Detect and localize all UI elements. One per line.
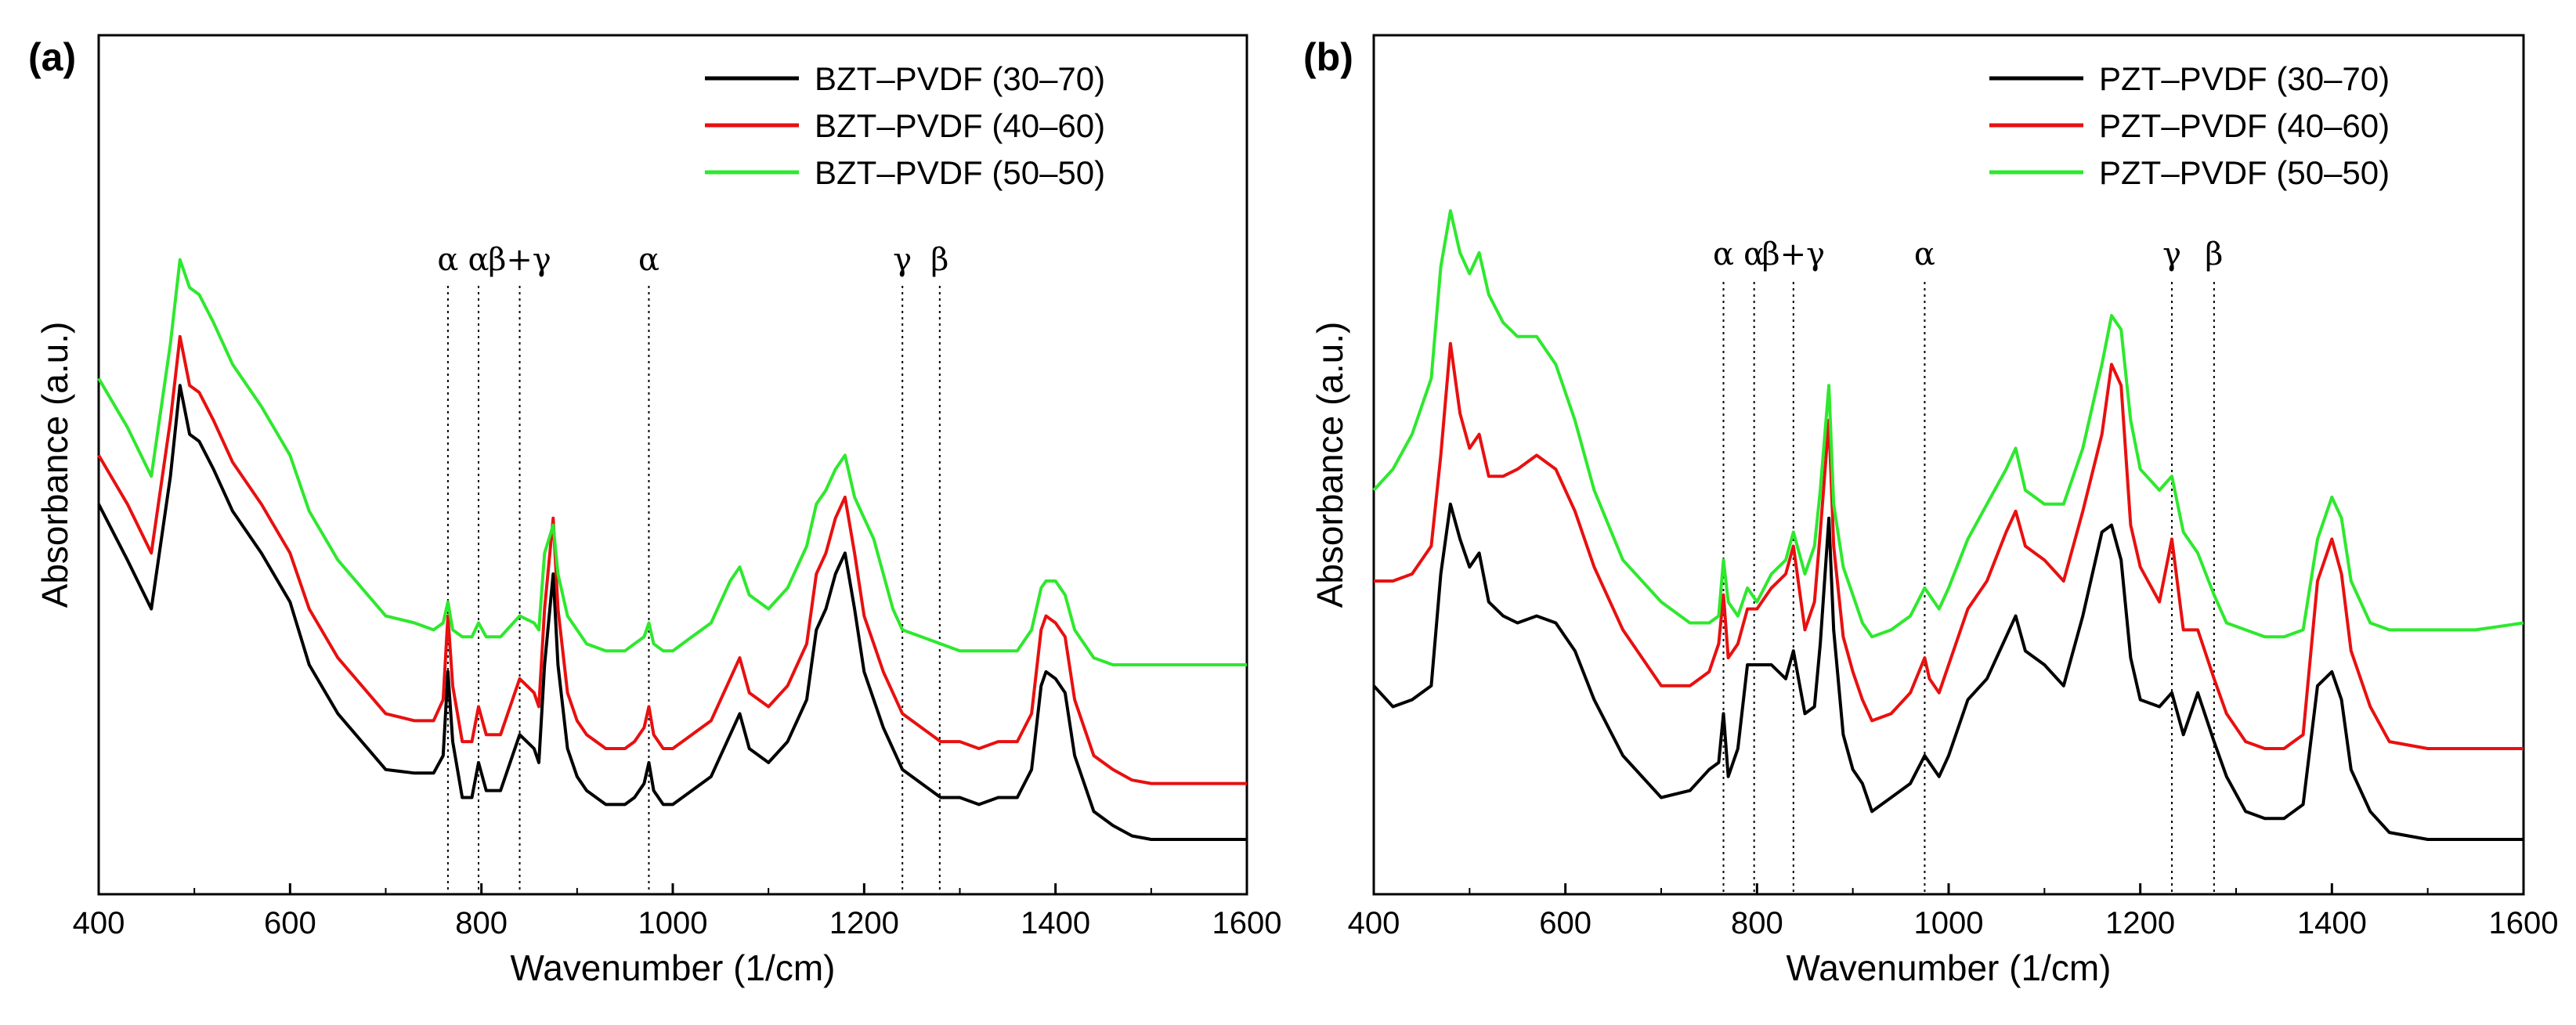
annotation-label: β <box>930 242 948 278</box>
annotation-label: α <box>638 242 659 278</box>
annotation-label: γ <box>893 242 912 278</box>
annotation-label: β <box>2205 236 2223 272</box>
annotation-label: α <box>1743 236 1765 272</box>
series-line-2 <box>1374 341 2524 750</box>
series-line-3 <box>1372 209 2524 639</box>
x-tick-label: 400 <box>1348 906 1400 940</box>
x-tick-label: 1600 <box>2489 906 2559 940</box>
x-tick-label: 400 <box>73 906 125 940</box>
x-tick-label: 1600 <box>1212 906 1282 940</box>
x-tick-label: 600 <box>264 906 316 940</box>
annotation-label: γ <box>2162 236 2181 272</box>
y-axis-title: Absorbance (a.u.) <box>1310 322 1350 608</box>
annotation-label: α <box>468 242 489 278</box>
x-tick-label: 800 <box>455 906 508 940</box>
x-tick-label: 1200 <box>829 906 899 940</box>
series-line-1 <box>97 384 1247 841</box>
y-axis-title: Absorbance (a.u.) <box>34 322 75 608</box>
legend-label: PZT–PVDF (30–70) <box>2099 60 2390 97</box>
annotation-label: α <box>437 242 458 278</box>
annotation-label: β+γ <box>1762 236 1826 272</box>
x-tick-label: 1400 <box>2297 906 2367 940</box>
annotation-label: α <box>1713 236 1734 272</box>
series-line-1 <box>1372 502 2524 841</box>
annotation-label: β+γ <box>488 242 551 278</box>
panel-label: (a) <box>28 35 76 79</box>
panel-label: (b) <box>1303 35 1353 79</box>
legend-label: BZT–PVDF (50–50) <box>815 154 1105 191</box>
x-axis-title: Wavenumber (1/cm) <box>1787 947 2112 988</box>
x-tick-label: 600 <box>1539 906 1591 940</box>
x-tick-label: 800 <box>1731 906 1783 940</box>
x-tick-label: 1000 <box>1914 906 1984 940</box>
legend-label: BZT–PVDF (30–70) <box>815 60 1105 97</box>
x-axis-title: Wavenumber (1/cm) <box>511 947 836 988</box>
series-line-2 <box>97 334 1247 785</box>
series-line-3 <box>97 258 1247 666</box>
x-tick-label: 1400 <box>1021 906 1090 940</box>
annotation-label: α <box>1914 236 1935 272</box>
x-tick-label: 1200 <box>2105 906 2175 940</box>
legend-label: PZT–PVDF (50–50) <box>2099 154 2390 191</box>
x-tick-label: 1000 <box>638 906 708 940</box>
legend-label: BZT–PVDF (40–60) <box>815 107 1105 144</box>
legend-label: PZT–PVDF (40–60) <box>2099 107 2390 144</box>
